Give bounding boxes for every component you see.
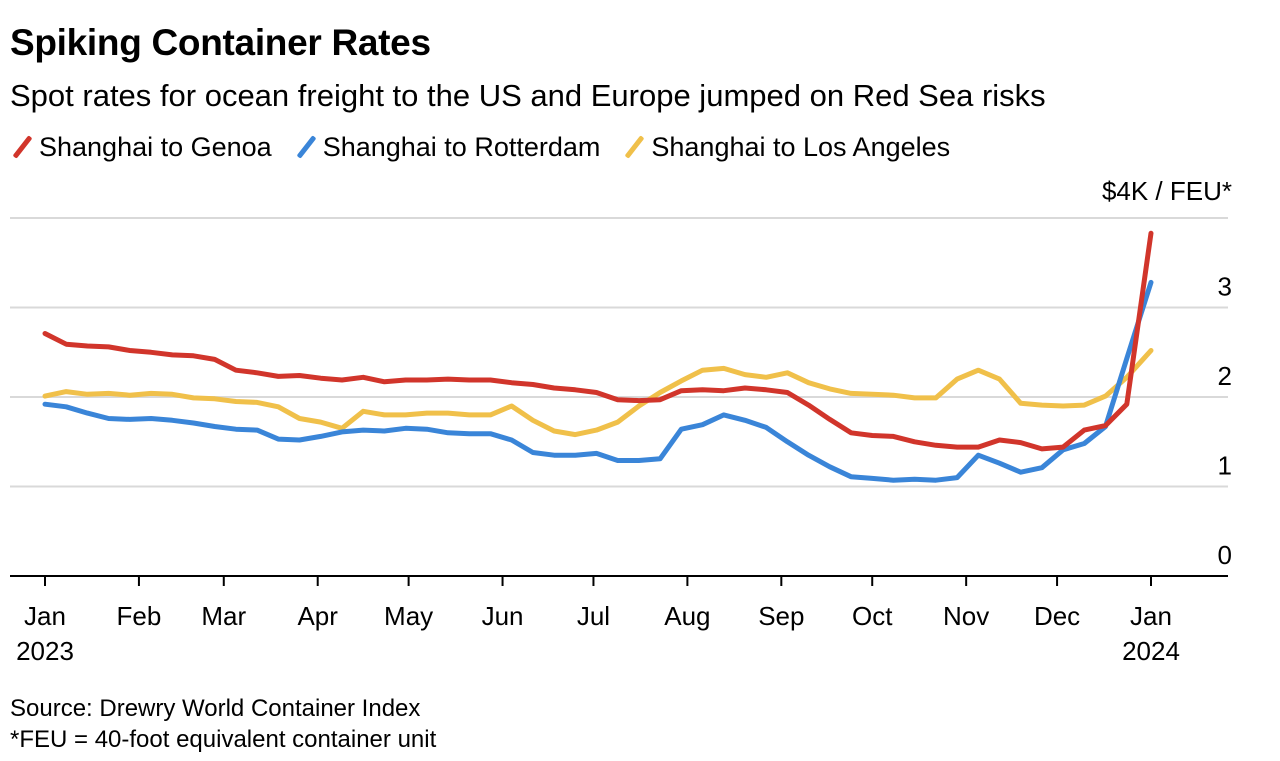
series-line-shanghai-to-los-angeles: [42, 348, 1154, 438]
chart-legend: Shanghai to Genoa Shanghai to Rotterdam …: [10, 129, 972, 165]
series-line-shanghai-to-rotterdam: [42, 279, 1154, 483]
x-tick-label: May: [384, 601, 433, 631]
x-tick-label: Dec: [1034, 601, 1080, 631]
x-tick-label: Aug: [664, 601, 710, 631]
chart-subtitle: Spot rates for ocean freight to the US a…: [10, 78, 1046, 113]
y-tick-label: 2: [1218, 361, 1232, 391]
y-axis-unit-label: $4K / FEU*: [1102, 176, 1232, 206]
x-tick-label: Jun: [482, 601, 524, 631]
source-note: Source: Drewry World Container Index *FE…: [10, 693, 436, 755]
x-tick-label: Jan: [24, 601, 66, 631]
footnote-line: *FEU = 40-foot equivalent container unit: [10, 726, 437, 753]
legend-item-rotterdam: Shanghai to Rotterdam: [294, 131, 601, 163]
y-tick-label: 0: [1218, 540, 1232, 570]
x-tick-year-label: 2024: [1122, 636, 1180, 666]
chart-title: Spiking Container Rates: [10, 22, 431, 63]
x-tick-label: Feb: [117, 601, 162, 631]
legend-swatch-rotterdam: [296, 135, 317, 159]
y-tick-label: 1: [1218, 451, 1232, 481]
legend-label-rotterdam: Shanghai to Rotterdam: [322, 131, 601, 162]
legend-item-los-angeles: Shanghai to Los Angeles: [622, 132, 950, 163]
series-line-shanghai-to-genoa: [42, 230, 1154, 452]
y-axis-tick-labels: 0 1 2 3 $4K / FEU*: [1102, 176, 1232, 570]
x-axis-ticks: Jan 2023 Feb Mar Apr May Jun Jul Aug Sep Oct Nov Dec…: [16, 576, 1180, 666]
legend-swatch-los-angeles: [624, 135, 645, 159]
legend-label-los-angeles: Shanghai to Los Angeles: [651, 131, 951, 162]
x-tick-label: Nov: [943, 601, 989, 631]
source-line: Source: Drewry World Container Index: [10, 695, 421, 722]
legend-item-genoa: Shanghai to Genoa: [10, 132, 272, 163]
x-tick-label: Mar: [201, 601, 246, 631]
line-chart: 0 1 2 3 $4K / FEU* Jan 2023 Feb Mar Apr May Jun Jul…: [10, 176, 1232, 666]
x-tick-label: Sep: [758, 601, 804, 631]
x-tick-label: Oct: [852, 601, 893, 631]
legend-swatch-genoa: [12, 135, 33, 159]
data-series: [42, 230, 1154, 483]
x-tick-year-label: 2023: [16, 636, 74, 666]
x-tick-label: Apr: [297, 601, 338, 631]
y-tick-label: 3: [1218, 272, 1232, 302]
legend-label-genoa: Shanghai to Genoa: [39, 131, 272, 162]
x-tick-label: Jul: [577, 601, 610, 631]
x-tick-label: Jan: [1130, 601, 1172, 631]
